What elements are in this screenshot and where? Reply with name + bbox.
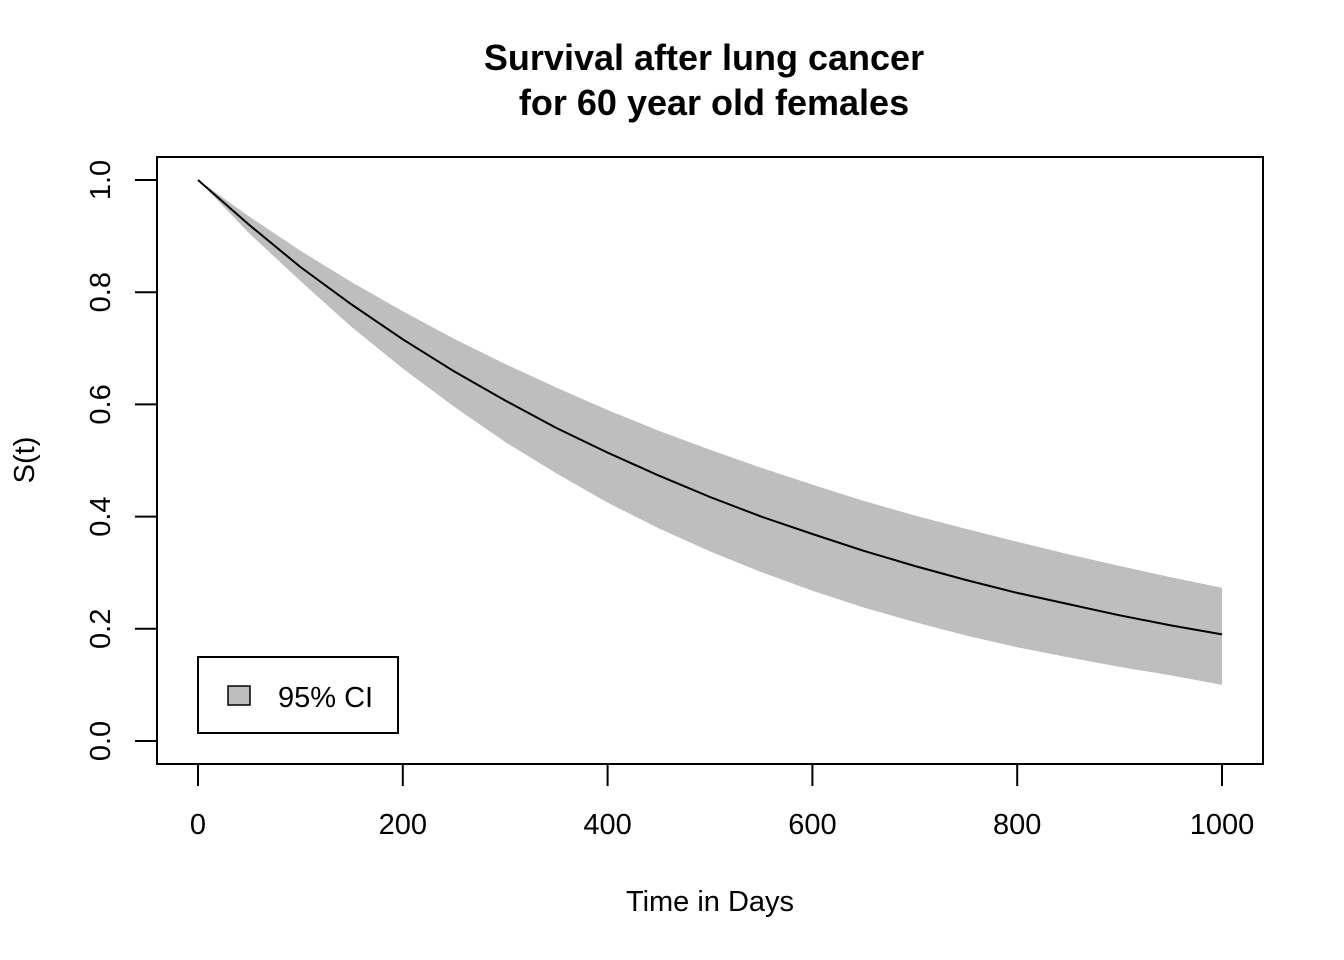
legend-label: 95% CI — [278, 682, 373, 714]
y-tick-label: 0.6 — [85, 384, 117, 424]
x-tick-label: 0 — [190, 809, 206, 841]
y-tick-label: 0.8 — [85, 272, 117, 312]
y-axis: 0.0 0.2 0.4 0.6 0.8 1.0 — [85, 160, 158, 761]
x-tick-label: 400 — [583, 809, 631, 841]
x-axis-label: Time in Days — [626, 886, 794, 918]
x-tick-label: 1000 — [1190, 809, 1255, 841]
survival-curve — [197, 179, 1223, 636]
chart-title-line-1: Survival after lung cancer — [484, 37, 924, 78]
x-tick-label: 800 — [993, 809, 1041, 841]
legend: 95% CI — [197, 656, 399, 734]
x-axis: 0 200 400 600 800 1000 — [190, 763, 1255, 841]
plot-area — [197, 179, 1223, 685]
y-tick-label: 0.4 — [85, 496, 117, 536]
y-tick-label: 0.2 — [85, 609, 117, 649]
legend-swatch — [227, 685, 251, 706]
ci-band — [198, 180, 1222, 685]
y-tick-label: 0.0 — [85, 721, 117, 761]
x-tick-label: 200 — [379, 809, 427, 841]
x-tick-label: 600 — [788, 809, 836, 841]
y-tick-label: 1.0 — [85, 160, 117, 200]
chart-title-line-2: for 60 year old females — [519, 82, 909, 123]
y-axis-label: S(t) — [9, 437, 41, 484]
